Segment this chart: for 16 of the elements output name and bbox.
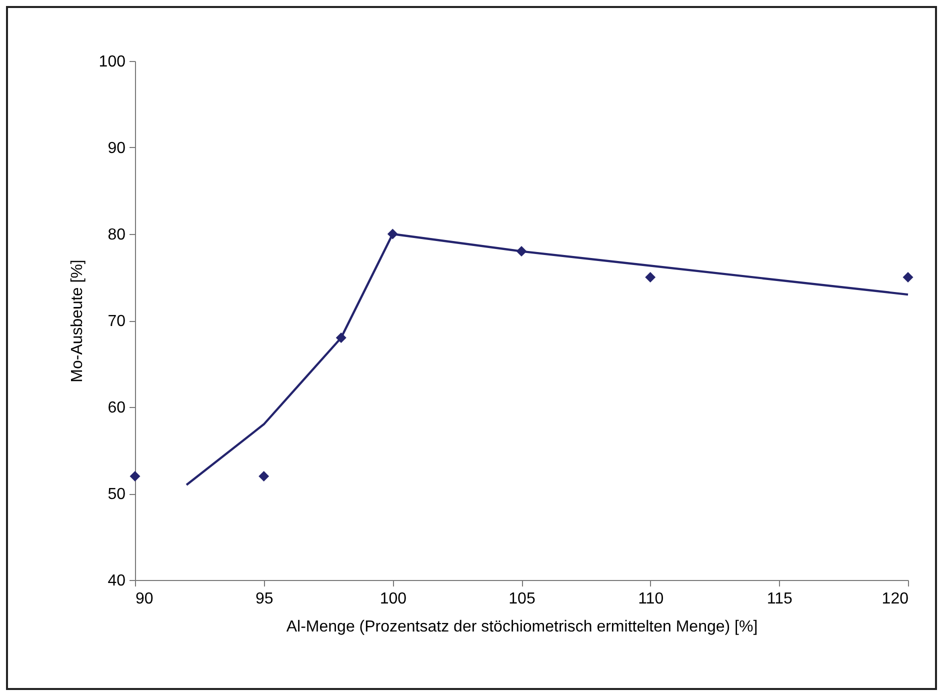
- y-tick-label: 90: [108, 140, 126, 157]
- y-axis-title: Mo-Ausbeute [%]: [68, 260, 86, 382]
- x-tick-label: 115: [766, 590, 793, 608]
- x-tick-label: 105: [508, 590, 536, 608]
- y-tick-label: 50: [108, 486, 126, 503]
- x-tick-label: 90: [136, 590, 154, 608]
- y-tick-label: 100: [98, 54, 126, 70]
- x-tick-label: 110: [638, 590, 664, 608]
- x-tick-label: 100: [380, 590, 407, 608]
- x-tick-label: 120: [882, 590, 909, 608]
- y-tick-label: 40: [108, 572, 126, 590]
- x-tick-label: 95: [255, 590, 274, 608]
- y-tick-label: 80: [108, 226, 126, 244]
- x-axis-title: Al-Menge (Prozentsatz der stöchiometrisch ermittelten Menge) [%]: [286, 618, 758, 636]
- y-tick-label: 60: [108, 400, 126, 416]
- y-tick-label: 70: [108, 313, 126, 330]
